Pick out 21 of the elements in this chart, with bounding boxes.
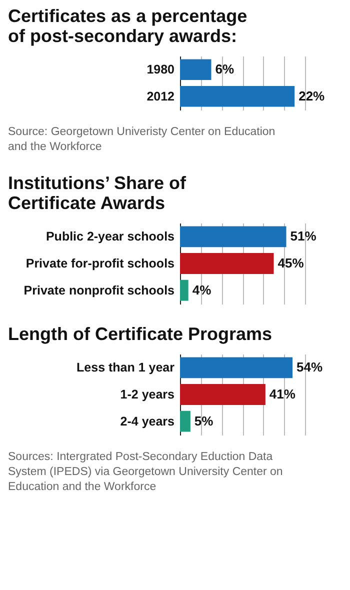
data-label: 22% xyxy=(298,88,326,104)
y-tick-label: 2012 xyxy=(146,89,175,104)
chart-title: Certificates as a percentage of post-secondary awards: xyxy=(8,6,248,46)
data-label: 5% xyxy=(194,413,214,428)
data-label: 4% xyxy=(192,282,212,298)
y-tick-label: Private nonprofit schools xyxy=(24,283,175,298)
source-note: Sources: Intergrated Post-Secondary Eduction Data System (IPEDS) via Georgetown University Center on Education and the Workforce xyxy=(8,451,283,493)
y-tick-label: Less than 1 year xyxy=(76,360,175,375)
data-label: 51% xyxy=(290,228,317,244)
source-note: Source: Georgetown Univeristy Center on Education and the Workforce xyxy=(8,126,276,153)
data-label: 54% xyxy=(296,360,323,375)
y-tick-label: Private for-profit schools xyxy=(26,256,175,270)
y-tick-label: 1-2 years xyxy=(120,388,175,402)
chart-title: Institutions’ Share of Certificate Awards xyxy=(8,173,188,213)
y-tick-label: Public 2-year schools xyxy=(46,230,175,244)
data-label: 6% xyxy=(215,62,234,77)
y-tick-label: 1980 xyxy=(146,62,175,77)
data-label: 45% xyxy=(278,256,304,270)
chart-title: Length of Certificate Programs xyxy=(8,324,272,344)
data-label: 41% xyxy=(269,386,296,402)
y-tick-label: 2-4 years xyxy=(120,414,175,428)
